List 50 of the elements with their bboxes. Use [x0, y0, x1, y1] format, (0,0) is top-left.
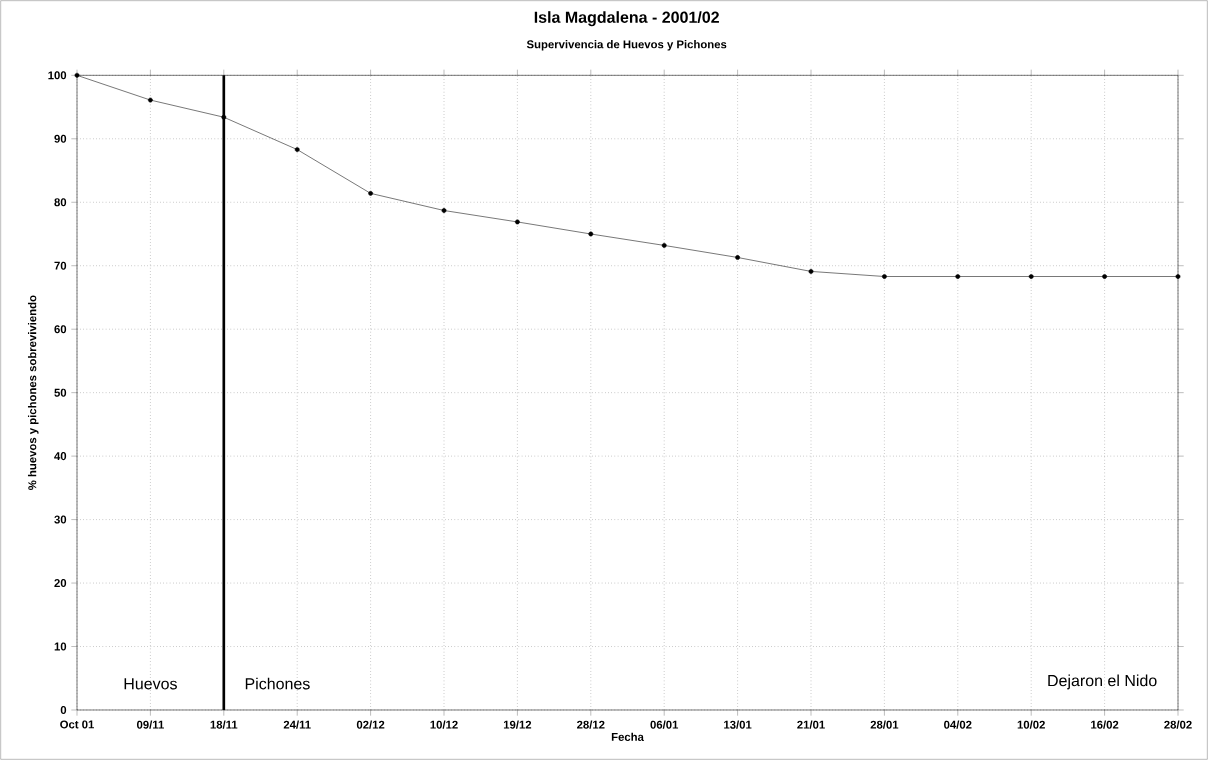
- y-tick-label: 50: [54, 388, 67, 397]
- chart-title: Isla Magdalena - 2001/02: [534, 11, 719, 27]
- point: [515, 219, 520, 225]
- chart-subtitle: Supervivencia de Huevos y Pichones: [526, 40, 727, 51]
- y-tick-label: 20: [54, 579, 67, 588]
- point: [148, 97, 153, 103]
- x-tick-label: 02/12: [356, 720, 385, 729]
- point: [74, 72, 80, 78]
- y-tick-label: 80: [54, 198, 67, 207]
- x-tick-label: 21/01: [797, 720, 825, 729]
- x-tick-label: 13/01: [724, 720, 752, 729]
- point: [1175, 274, 1181, 279]
- y-axis-title: % huevos y pichones sobreviviendo: [27, 295, 39, 490]
- y-tick-label: 70: [54, 261, 67, 270]
- point: [221, 114, 227, 120]
- x-tick-label: Oct 01: [60, 720, 94, 729]
- y-tick-label: 90: [54, 134, 67, 143]
- point: [955, 274, 961, 279]
- x-tick-label: 18/11: [210, 720, 238, 729]
- x-tick-label: 28/02: [1164, 720, 1192, 729]
- y-tick-label: 40: [54, 452, 67, 461]
- point: [735, 255, 741, 260]
- point: [882, 274, 887, 279]
- annotation: Huevos: [124, 678, 177, 690]
- point: [1028, 274, 1034, 279]
- point: [588, 231, 594, 237]
- point: [808, 269, 814, 274]
- x-tick-label: 10/02: [1017, 720, 1045, 729]
- y-tick-label: 0: [60, 705, 67, 714]
- x-tick-label: 10/12: [430, 720, 458, 729]
- y-tick-label: 30: [54, 515, 67, 524]
- x-tick-label: 04/02: [944, 720, 972, 729]
- point: [294, 147, 300, 152]
- x-axis-title: Fecha: [611, 732, 644, 741]
- y-tick-label: 60: [54, 325, 67, 334]
- x-tick-label: 09/11: [136, 720, 164, 729]
- x-tick-label: 24/11: [283, 720, 311, 729]
- x-tick-label: 16/02: [1091, 720, 1119, 729]
- annotation: Pichones: [245, 677, 310, 690]
- point: [441, 208, 447, 213]
- x-tick-label: 28/01: [870, 720, 899, 729]
- x-tick-label: 06/01: [650, 720, 679, 729]
- x-tick-label: 19/12: [503, 720, 532, 729]
- y-tick-label: 100: [48, 71, 67, 80]
- point: [368, 190, 374, 196]
- point: [1102, 274, 1107, 279]
- y-tick-label: 10: [54, 642, 67, 651]
- annotation: Dejaron el Nido: [1048, 674, 1157, 690]
- x-tick-label: 28/12: [577, 720, 605, 729]
- point: [661, 243, 667, 248]
